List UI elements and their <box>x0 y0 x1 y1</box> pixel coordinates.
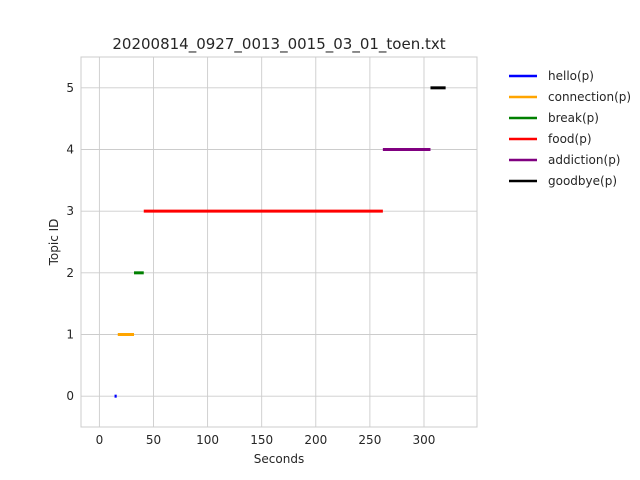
x-tick-label: 50 <box>146 433 161 447</box>
x-axis-label: Seconds <box>254 452 304 466</box>
x-tick-label: 200 <box>304 433 327 447</box>
x-tick-label: 100 <box>196 433 219 447</box>
grid <box>81 57 477 427</box>
legend-label: food(p) <box>548 132 592 146</box>
plot-frame <box>80 56 478 428</box>
y-tick-label: 5 <box>66 81 74 95</box>
series-layer <box>114 86 446 398</box>
x-tick-label: 150 <box>250 433 273 447</box>
legend-label: break(p) <box>548 111 599 125</box>
y-tick-label: 1 <box>66 328 74 342</box>
x-ticks: 0 50 100 150 200 250 300 <box>96 433 436 447</box>
y-tick-label: 2 <box>66 266 74 280</box>
y-tick-label: 0 <box>66 389 74 403</box>
legend-label: goodbye(p) <box>548 174 617 188</box>
legend-label: hello(p) <box>548 69 594 83</box>
y-tick-label: 3 <box>66 204 74 218</box>
legend-label: addiction(p) <box>548 153 621 167</box>
x-tick-label: 0 <box>96 433 104 447</box>
x-tick-label: 300 <box>413 433 436 447</box>
legend: hello(p) connection(p) break(p) food(p) addi… <box>509 69 631 188</box>
x-tick-label: 250 <box>358 433 381 447</box>
y-ticks: 0 1 2 3 4 5 <box>66 81 74 403</box>
legend-label: connection(p) <box>548 90 631 104</box>
y-tick-label: 4 <box>66 143 74 157</box>
chart-title: 20200814_0927_0013_0015_03_01_toen.txt <box>112 35 445 54</box>
y-axis-label: Topic ID <box>47 219 61 267</box>
